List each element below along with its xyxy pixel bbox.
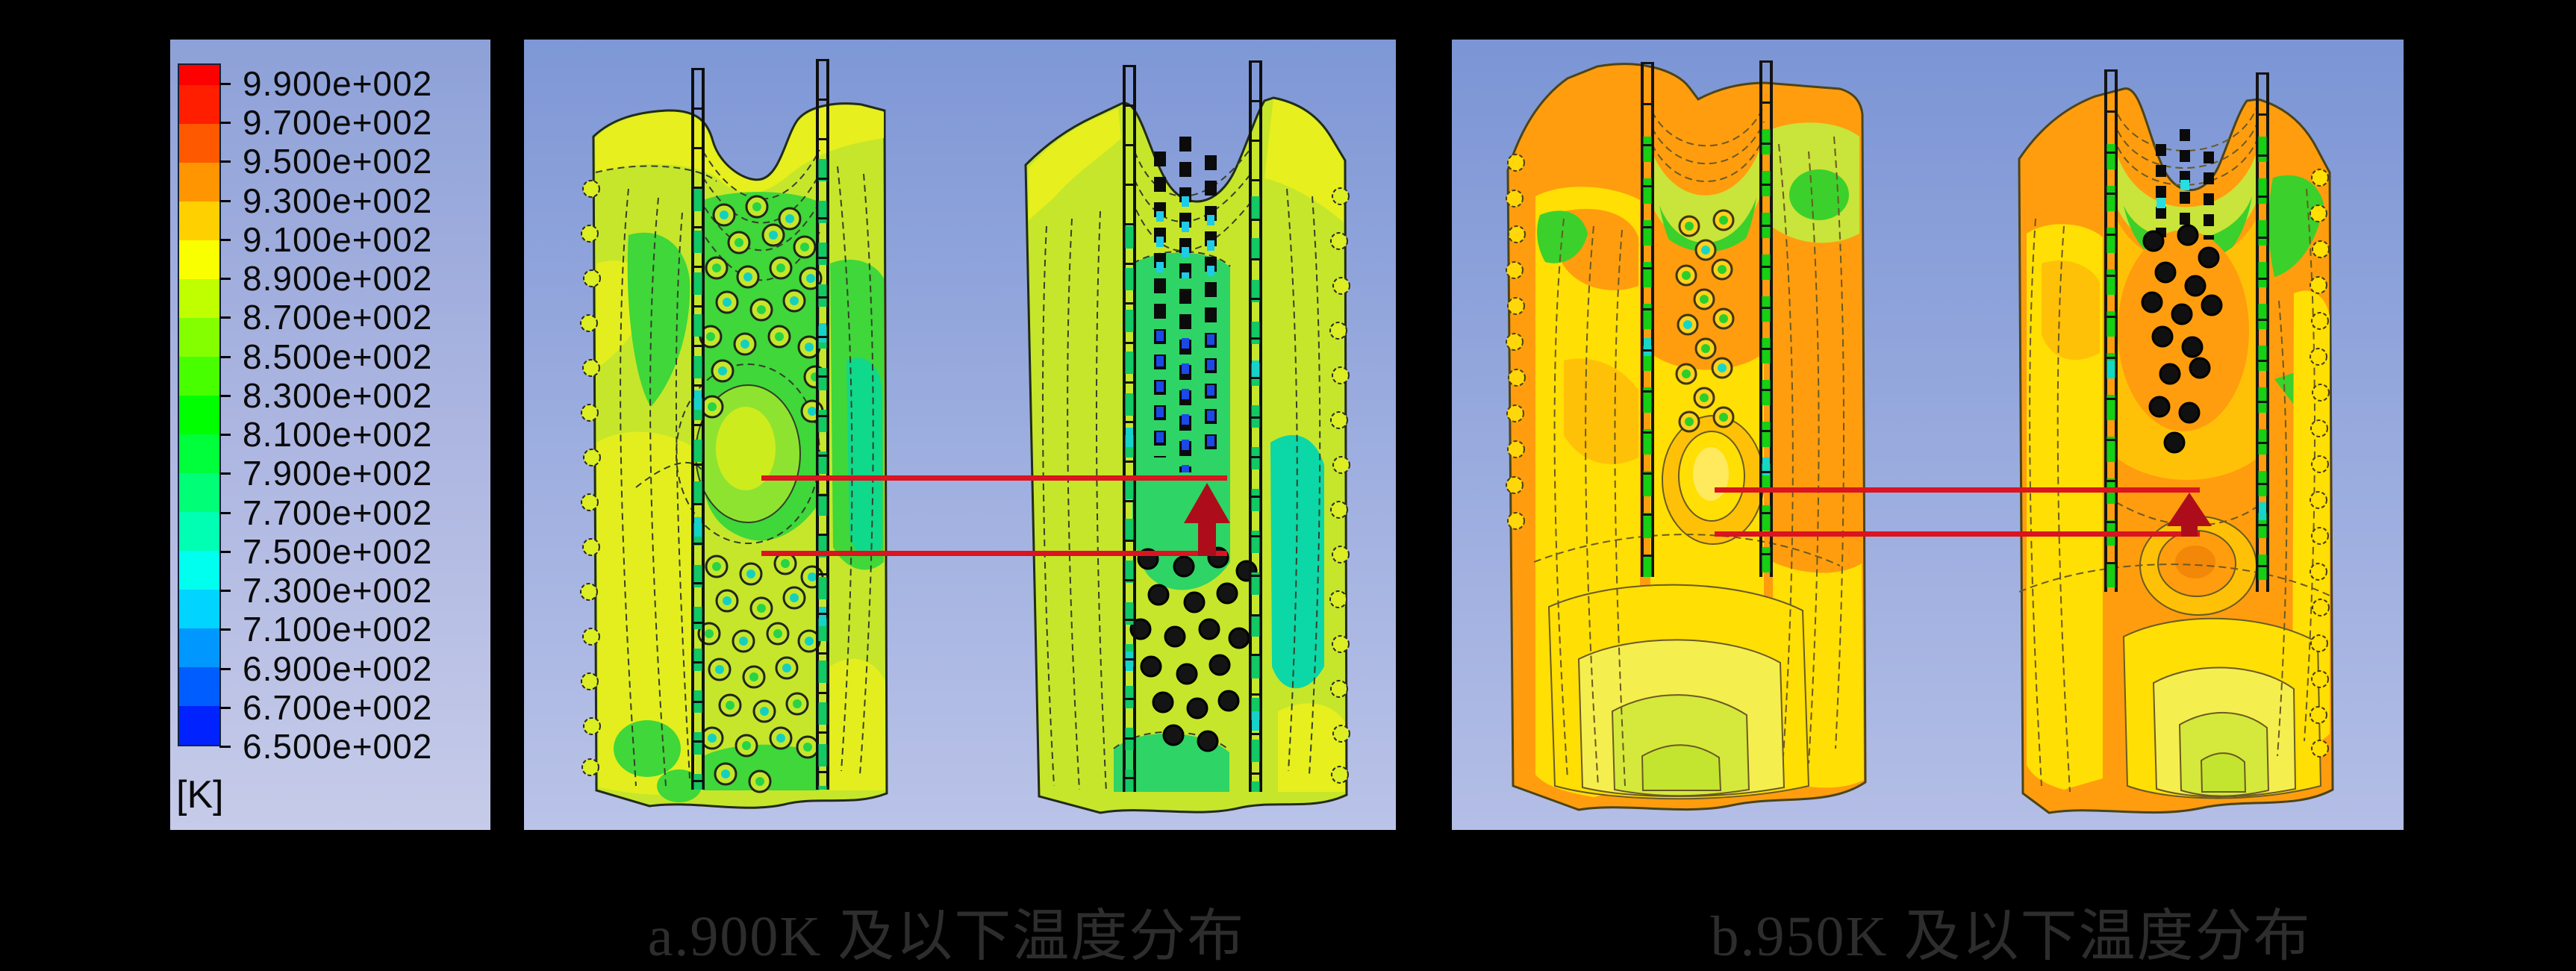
legend-tick-mark xyxy=(219,472,231,475)
annotation-b xyxy=(1715,487,2212,537)
support-rail xyxy=(2104,69,2118,592)
dark-tube-circles xyxy=(2141,224,2223,454)
scalloped-edge-right xyxy=(2310,169,2330,758)
up-arrow-icon xyxy=(2167,493,2212,526)
legend-tick-mark xyxy=(219,706,231,709)
caption-panel-a: a.900K 及以下温度分布 xyxy=(647,905,1246,968)
support-rail xyxy=(1123,65,1136,792)
legend-tick-mark xyxy=(219,238,231,241)
legend-color-band xyxy=(179,318,219,357)
legend-color-band xyxy=(179,590,219,628)
legend-tick-label: 7.300e+002 xyxy=(243,571,433,611)
legend-tick-label: 9.900e+002 xyxy=(243,64,433,103)
legend-tick-label: 8.900e+002 xyxy=(243,259,433,299)
legend-color-band xyxy=(179,512,219,551)
legend-tick-mark xyxy=(219,667,231,670)
legend-unit-label: [K] xyxy=(176,773,224,817)
legend-color-band xyxy=(179,473,219,512)
legend-tick-label: 8.100e+002 xyxy=(243,415,433,455)
legend-color-band xyxy=(179,357,219,396)
tube-circles-upper xyxy=(699,195,827,423)
legend-color-band xyxy=(179,667,219,706)
legend-color-band xyxy=(179,163,219,202)
legend-tick-mark xyxy=(219,394,231,397)
legend-tick-label: 8.700e+002 xyxy=(243,298,433,337)
legend-color-band xyxy=(179,434,219,473)
legend-tick-label: 7.900e+002 xyxy=(243,454,433,493)
legend-tick-label: 7.100e+002 xyxy=(243,610,433,649)
tube-circles-lower xyxy=(697,552,824,793)
legend-color-band xyxy=(179,628,219,667)
legend-tick-mark xyxy=(219,434,231,437)
slab-a-right xyxy=(1024,60,1350,814)
legend-color-band xyxy=(179,202,219,240)
legend-tick-mark xyxy=(219,511,231,514)
legend-tick-mark xyxy=(219,316,231,319)
scalloped-edge-right xyxy=(1329,187,1350,784)
legend-tick-label: 7.500e+002 xyxy=(243,531,433,571)
dark-tube-circles xyxy=(1129,546,1258,752)
cold-tube-columns xyxy=(1154,137,1217,472)
legend-tick-label: 8.300e+002 xyxy=(243,375,433,415)
legend-tick-mark xyxy=(219,160,231,163)
annotation-a xyxy=(761,475,1230,556)
legend-tick-label: 9.300e+002 xyxy=(243,181,433,220)
legend-color-band xyxy=(179,551,219,590)
legend-tick-label: 7.700e+002 xyxy=(243,493,433,532)
legend-tick-mark xyxy=(219,199,231,202)
slab-b-left xyxy=(1506,60,1867,811)
legend-tick-label: 6.700e+002 xyxy=(243,687,433,727)
legend-tick-label: 9.700e+002 xyxy=(243,103,433,143)
legend-cap-band xyxy=(179,65,219,85)
legend-tick-mark xyxy=(219,122,231,125)
scalloped-edge-left xyxy=(580,180,601,776)
legend-tick-label: 9.500e+002 xyxy=(243,142,433,181)
legend-color-band xyxy=(179,124,219,163)
legend-tick-mark xyxy=(219,590,231,593)
support-rail xyxy=(1641,62,1654,577)
caption-panel-b: b.950K 及以下温度分布 xyxy=(1710,905,2312,968)
legend-color-band xyxy=(179,706,219,745)
legend-tick-mark xyxy=(219,278,231,281)
legend-tick-label: 6.900e+002 xyxy=(243,649,433,688)
legend-tick-label: 9.100e+002 xyxy=(243,219,433,259)
temperature-legend: 9.900e+002 9.700e+002 9.500e+002 9.300e+002… xyxy=(170,40,490,830)
legend-color-band xyxy=(179,279,219,318)
legend-tick-mark xyxy=(219,550,231,553)
legend-tick-mark xyxy=(219,83,231,85)
slab-b-right xyxy=(2018,69,2334,814)
legend-colorbar xyxy=(178,63,221,746)
legend-tick-mark xyxy=(219,746,231,748)
contour-lines xyxy=(1533,104,1844,787)
legend-tick-mark xyxy=(219,628,231,631)
contour-plot-b xyxy=(1452,40,2404,830)
tube-circles xyxy=(1675,209,1735,433)
contour-plot-a xyxy=(524,40,1396,830)
legend-tick-mark xyxy=(219,355,231,358)
legend-color-band xyxy=(179,396,219,434)
support-rail xyxy=(691,68,705,790)
scalloped-edge-left xyxy=(1506,154,1526,530)
legend-tick-label: 8.500e+002 xyxy=(243,337,433,376)
support-rail xyxy=(816,59,829,790)
slab-a-left xyxy=(580,59,888,809)
contour-panel-a xyxy=(524,40,1396,830)
contour-panel-b xyxy=(1452,40,2404,830)
cold-tube-columns xyxy=(2156,129,2214,240)
support-rail xyxy=(1249,60,1262,792)
legend-color-band xyxy=(179,85,219,124)
legend-color-band xyxy=(179,240,219,279)
legend-tick-label: 6.500e+002 xyxy=(243,727,433,766)
up-arrow-icon xyxy=(1184,483,1230,523)
support-rail xyxy=(2256,72,2269,592)
